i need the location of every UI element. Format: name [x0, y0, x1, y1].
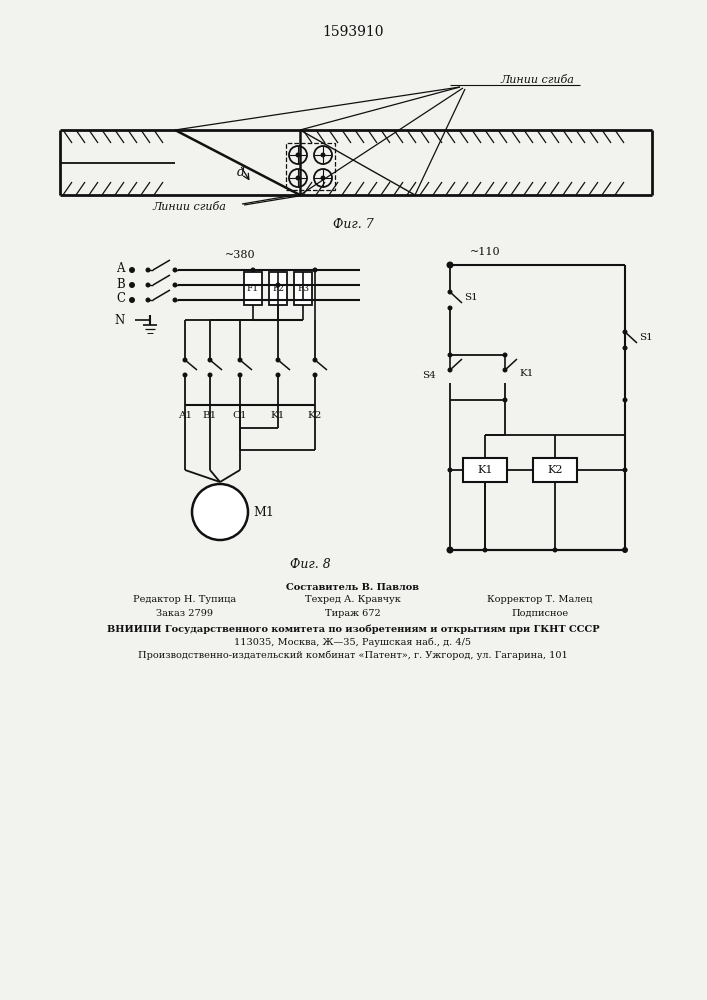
Text: Линии сгиба: Линии сгиба	[152, 202, 226, 212]
Text: Фиг. 8: Фиг. 8	[290, 558, 330, 572]
Circle shape	[320, 152, 325, 157]
Circle shape	[238, 358, 243, 362]
Circle shape	[622, 346, 628, 351]
Text: S1: S1	[464, 294, 478, 302]
Text: Редактор Н. Тупица: Редактор Н. Тупица	[134, 595, 237, 604]
Circle shape	[300, 298, 305, 302]
Circle shape	[447, 546, 453, 554]
Circle shape	[276, 282, 281, 288]
Circle shape	[192, 484, 248, 540]
Text: F2: F2	[272, 284, 284, 293]
Text: Линии сгиба: Линии сгиба	[500, 75, 574, 85]
Circle shape	[503, 397, 508, 402]
Text: 1593910: 1593910	[322, 25, 384, 39]
Bar	[463, 458, 507, 482]
Circle shape	[503, 367, 508, 372]
Circle shape	[146, 267, 151, 272]
Circle shape	[173, 267, 177, 272]
Circle shape	[448, 468, 452, 473]
Circle shape	[448, 353, 452, 358]
Bar	[294, 272, 312, 305]
Bar	[533, 458, 577, 482]
Text: S1: S1	[639, 334, 653, 342]
Circle shape	[447, 547, 453, 553]
Circle shape	[146, 282, 151, 288]
Text: A1: A1	[178, 410, 192, 420]
Circle shape	[312, 358, 317, 362]
Circle shape	[276, 372, 281, 377]
Circle shape	[173, 282, 177, 288]
Circle shape	[146, 298, 151, 302]
Text: M1: M1	[253, 506, 274, 518]
Circle shape	[207, 358, 213, 362]
Circle shape	[482, 548, 488, 552]
Text: S4: S4	[422, 371, 436, 380]
Text: N: N	[115, 314, 125, 326]
Circle shape	[182, 372, 187, 377]
Circle shape	[129, 282, 135, 288]
Text: Техред А. Кравчук: Техред А. Кравчук	[305, 595, 401, 604]
Circle shape	[312, 372, 317, 377]
Circle shape	[250, 267, 255, 272]
Circle shape	[129, 267, 135, 273]
Circle shape	[622, 468, 628, 473]
Text: ~380: ~380	[225, 250, 256, 260]
Circle shape	[448, 367, 452, 372]
Text: C: C	[116, 292, 125, 306]
Text: Составитель В. Павлов: Составитель В. Павлов	[286, 582, 419, 591]
Text: K2: K2	[308, 410, 322, 420]
Circle shape	[447, 261, 453, 268]
Circle shape	[276, 282, 281, 288]
Circle shape	[296, 176, 300, 180]
Text: F3: F3	[297, 284, 309, 293]
Text: C1: C1	[233, 410, 247, 420]
Circle shape	[622, 547, 628, 553]
Text: K1: K1	[519, 368, 533, 377]
Circle shape	[622, 330, 628, 334]
Circle shape	[503, 353, 508, 358]
Circle shape	[552, 548, 558, 552]
Text: K1: K1	[271, 410, 285, 420]
Bar	[286, 143, 335, 190]
Text: Корректор Т. Малец: Корректор Т. Малец	[487, 595, 592, 604]
Text: Заказ 2799: Заказ 2799	[156, 608, 214, 617]
Circle shape	[276, 358, 281, 362]
Text: K2: K2	[547, 465, 563, 475]
Text: Подписное: Подписное	[511, 608, 568, 617]
Circle shape	[448, 290, 452, 294]
Text: Тираж 672: Тираж 672	[325, 608, 381, 617]
Text: A: A	[117, 262, 125, 275]
Circle shape	[622, 397, 628, 402]
Circle shape	[173, 298, 177, 302]
Bar	[269, 272, 287, 305]
Circle shape	[320, 176, 325, 180]
Circle shape	[296, 152, 300, 157]
Text: Производственно-издательский комбинат «Патент», г. Ужгород, ул. Гагарина, 101: Производственно-издательский комбинат «П…	[138, 650, 568, 660]
Bar	[244, 272, 262, 305]
Circle shape	[207, 372, 213, 377]
Text: d: d	[237, 166, 245, 180]
Text: Фиг. 7: Фиг. 7	[332, 219, 373, 232]
Text: K1: K1	[477, 465, 493, 475]
Text: ~110: ~110	[470, 247, 501, 257]
Text: B: B	[116, 277, 125, 290]
Text: B1: B1	[203, 410, 217, 420]
Circle shape	[238, 372, 243, 377]
Circle shape	[129, 297, 135, 303]
Circle shape	[448, 306, 452, 310]
Text: F1: F1	[247, 284, 259, 293]
Text: 113035, Москва, Ж—35, Раушская наб., д. 4/5: 113035, Москва, Ж—35, Раушская наб., д. …	[235, 637, 472, 647]
Circle shape	[312, 267, 317, 272]
Text: ВНИИПИ Государственного комитета по изобретениям и открытиям при ГКНТ СССР: ВНИИПИ Государственного комитета по изоб…	[107, 624, 600, 634]
Circle shape	[182, 358, 187, 362]
